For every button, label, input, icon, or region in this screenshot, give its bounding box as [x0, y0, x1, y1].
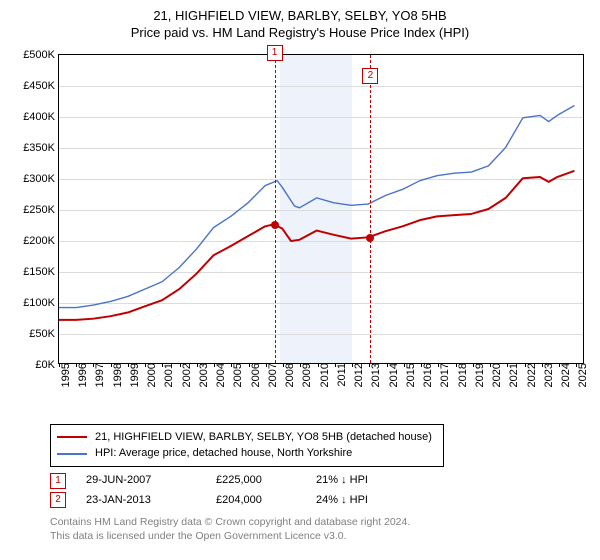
- footnote: Contains HM Land Registry data © Crown c…: [50, 516, 590, 543]
- x-axis-label: 2010: [315, 363, 331, 387]
- legend-label: HPI: Average price, detached house, Nort…: [95, 445, 352, 462]
- x-axis-label: 2024: [556, 363, 572, 387]
- legend-item: HPI: Average price, detached house, Nort…: [57, 445, 437, 462]
- y-axis-label: £200K: [23, 235, 59, 247]
- x-axis-label: 2002: [177, 363, 193, 387]
- marker-row-date: 23-JAN-2013: [86, 491, 216, 511]
- x-axis-label: 1999: [125, 363, 141, 387]
- y-axis-label: £300K: [23, 173, 59, 185]
- x-axis-label: 2021: [504, 363, 520, 387]
- x-axis-label: 2025: [573, 363, 589, 387]
- chart-page: { "title_line1": "21, HIGHFIELD VIEW, BA…: [0, 0, 600, 560]
- marker-dot: [366, 234, 374, 242]
- y-axis-label: £50K: [29, 328, 59, 340]
- y-axis-label: £450K: [23, 80, 59, 92]
- footnote-line: This data is licensed under the Open Gov…: [50, 530, 590, 544]
- marker-line: [275, 55, 276, 363]
- x-axis-label: 2011: [332, 363, 348, 387]
- x-axis-label: 2007: [263, 363, 279, 387]
- legend: 21, HIGHFIELD VIEW, BARLBY, SELBY, YO8 5…: [50, 424, 444, 467]
- y-axis-label: £150K: [23, 266, 59, 278]
- x-axis-label: 2019: [470, 363, 486, 387]
- marker-row-date: 29-JUN-2007: [86, 471, 216, 491]
- x-axis-label: 2018: [453, 363, 469, 387]
- chart-subtitle: Price paid vs. HM Land Registry's House …: [10, 25, 590, 42]
- x-axis-label: 2003: [194, 363, 210, 387]
- legend-item: 21, HIGHFIELD VIEW, BARLBY, SELBY, YO8 5…: [57, 429, 437, 446]
- x-axis-label: 1996: [73, 363, 89, 387]
- x-axis-label: 2017: [435, 363, 451, 387]
- x-axis-label: 2022: [522, 363, 538, 387]
- marker-table: 1 29-JUN-2007£225,00021% ↓ HPI 2 23-JAN-201…: [50, 471, 590, 511]
- plot-area: £0K£50K£100K£150K£200K£250K£300K£350K£40…: [58, 54, 584, 364]
- x-axis-label: 2006: [246, 363, 262, 387]
- series-price_paid: [59, 171, 574, 320]
- x-axis-label: 1997: [90, 363, 106, 387]
- x-axis-label: 2000: [142, 363, 158, 387]
- marker-badge: 2: [362, 68, 378, 84]
- y-axis-label: £350K: [23, 142, 59, 154]
- x-axis-label: 2005: [228, 363, 244, 387]
- y-axis-label: £100K: [23, 297, 59, 309]
- marker-row-badge: 2: [50, 492, 66, 508]
- x-axis-label: 2014: [384, 363, 400, 387]
- x-axis-label: 2016: [418, 363, 434, 387]
- legend-label: 21, HIGHFIELD VIEW, BARLBY, SELBY, YO8 5…: [95, 429, 432, 446]
- x-axis-label: 2023: [539, 363, 555, 387]
- x-axis-label: 2009: [297, 363, 313, 387]
- series-layer: [59, 55, 583, 363]
- marker-row-diff: 21% ↓ HPI: [316, 471, 436, 491]
- footnote-line: Contains HM Land Registry data © Crown c…: [50, 516, 590, 530]
- y-axis-label: £400K: [23, 111, 59, 123]
- marker-dot: [271, 221, 279, 229]
- marker-row: 1 29-JUN-2007£225,00021% ↓ HPI: [50, 471, 590, 491]
- x-axis-label: 2001: [159, 363, 175, 387]
- marker-row: 2 23-JAN-2013£204,00024% ↓ HPI: [50, 491, 590, 511]
- series-hpi: [59, 105, 574, 307]
- x-axis-label: 2004: [211, 363, 227, 387]
- x-axis-label: 2020: [487, 363, 503, 387]
- chart-title: 21, HIGHFIELD VIEW, BARLBY, SELBY, YO8 5…: [10, 8, 590, 25]
- legend-swatch: [57, 436, 87, 438]
- x-axis-label: 2012: [349, 363, 365, 387]
- marker-line: [370, 55, 371, 363]
- marker-row-price: £225,000: [216, 471, 316, 491]
- x-axis-label: 1995: [56, 363, 72, 387]
- marker-row-badge: 1: [50, 473, 66, 489]
- x-axis-label: 2008: [280, 363, 296, 387]
- marker-row-price: £204,000: [216, 491, 316, 511]
- marker-row-diff: 24% ↓ HPI: [316, 491, 436, 511]
- x-axis-label: 2013: [366, 363, 382, 387]
- x-axis-label: 2015: [401, 363, 417, 387]
- legend-swatch: [57, 453, 87, 455]
- y-axis-label: £500K: [23, 49, 59, 61]
- chart-area: £0K£50K£100K£150K£200K£250K£300K£350K£40…: [10, 48, 590, 418]
- marker-badge: 1: [267, 45, 283, 61]
- x-axis-label: 1998: [108, 363, 124, 387]
- y-axis-label: £250K: [23, 204, 59, 216]
